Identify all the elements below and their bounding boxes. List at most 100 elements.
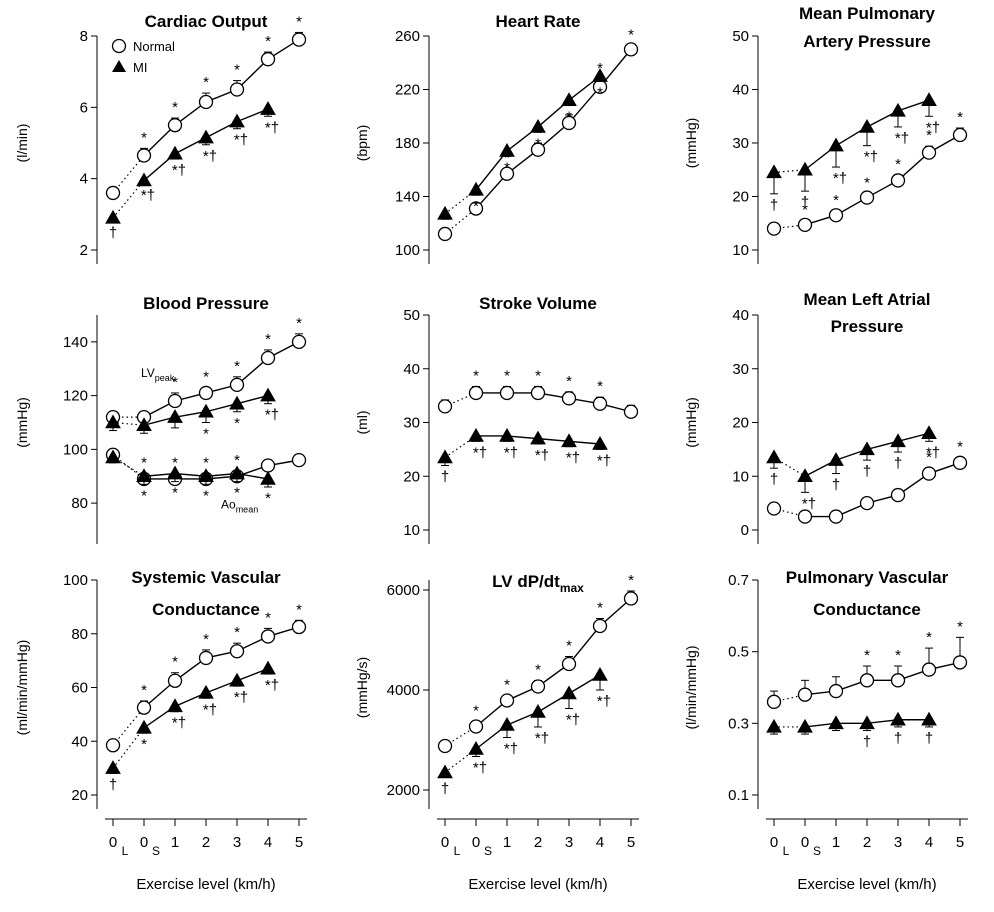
marker-normal bbox=[828, 683, 844, 699]
significance-mark: † bbox=[109, 777, 117, 794]
significance-mark: * bbox=[566, 373, 572, 390]
y-axis-label: (mmHg) bbox=[14, 397, 30, 448]
series-label-sub: peak bbox=[155, 373, 175, 383]
marker-mi bbox=[167, 145, 183, 160]
marker-normal bbox=[766, 694, 782, 709]
panel-title-line1: Mean Pulmonary bbox=[799, 4, 936, 23]
x-tick-label: 4 bbox=[925, 834, 933, 851]
marker-mi bbox=[198, 684, 214, 699]
significance-mark: *† bbox=[473, 760, 487, 777]
marker-mi bbox=[499, 427, 515, 442]
marker-mi bbox=[530, 703, 546, 718]
marker-normal bbox=[468, 201, 484, 216]
y-axis-label: (mmHg) bbox=[683, 118, 699, 169]
series-dotted-segment bbox=[112, 180, 145, 219]
x-tick-label: 1 bbox=[171, 834, 179, 851]
panel-2: Mean Pulmonary Artery Pressure 10 20 30 40 50 (… bbox=[683, 4, 968, 264]
significance-mark: * bbox=[234, 415, 240, 432]
series-normal: * * * * * * bbox=[105, 13, 307, 201]
significance-mark: † bbox=[925, 730, 933, 747]
marker-mi bbox=[530, 430, 546, 445]
marker-normal bbox=[260, 458, 276, 473]
marker-mi bbox=[890, 711, 906, 726]
y-axis-label: (l/min) bbox=[14, 124, 30, 163]
y-tick-label: 30 bbox=[732, 361, 749, 378]
marker-mi bbox=[105, 209, 121, 224]
significance-mark: *† bbox=[141, 187, 155, 204]
series-mi: † *† *† *† *† *† bbox=[437, 427, 611, 486]
marker-normal bbox=[198, 650, 214, 666]
x-tick-sublabel: L bbox=[454, 844, 461, 858]
panel-6: Systemic VascularConductance20406080100(… bbox=[14, 568, 307, 893]
significance-mark: * bbox=[141, 682, 147, 699]
y-tick-label: 2000 bbox=[387, 782, 420, 799]
marker-normal bbox=[890, 487, 906, 503]
marker-normal bbox=[623, 42, 639, 57]
series-mi: ***** bbox=[437, 68, 608, 220]
y-tick-label: 140 bbox=[63, 334, 88, 351]
x-tick-label: 3 bbox=[233, 834, 241, 851]
y-tick-label: 10 bbox=[403, 522, 420, 539]
marker-mi bbox=[592, 666, 608, 681]
marker-normal bbox=[437, 738, 453, 754]
series-mi: * * *† bbox=[105, 387, 279, 443]
legend-label-mi: MI bbox=[133, 60, 147, 75]
marker-mi bbox=[797, 468, 813, 482]
y-tick-label: 0.1 bbox=[728, 787, 749, 804]
panel-title-sub: max bbox=[560, 581, 584, 595]
panel-title-line2: Conductance bbox=[152, 600, 260, 619]
marker-normal bbox=[167, 673, 183, 688]
significance-mark: *† bbox=[203, 701, 217, 718]
series-dotted-segment bbox=[773, 456, 806, 477]
marker-mi bbox=[499, 143, 515, 157]
significance-mark: † bbox=[863, 463, 871, 480]
marker-mi bbox=[921, 92, 937, 106]
y-tick-label: 20 bbox=[732, 415, 749, 432]
marker-mi bbox=[859, 715, 875, 730]
marker-normal bbox=[530, 385, 546, 401]
significance-mark: * bbox=[535, 135, 541, 152]
series-dotted-segment bbox=[444, 725, 477, 747]
marker-mi bbox=[468, 181, 484, 196]
marker-mi bbox=[797, 161, 813, 176]
marker-mi bbox=[530, 118, 546, 133]
marker-normal bbox=[291, 334, 307, 350]
y-axis-label: (mmHg) bbox=[683, 397, 699, 448]
series-mi: † † *† *† *† *† bbox=[766, 92, 940, 214]
marker-normal bbox=[766, 221, 782, 236]
significance-mark: *† bbox=[172, 162, 186, 179]
marker-normal bbox=[291, 619, 307, 635]
marker-mi bbox=[105, 414, 121, 429]
x-tick-label: 0 bbox=[801, 834, 809, 851]
series-line bbox=[476, 392, 632, 413]
significance-mark: *† bbox=[535, 730, 549, 747]
marker-mi bbox=[859, 118, 875, 133]
marker-mi bbox=[766, 449, 782, 464]
marker-mi bbox=[766, 718, 782, 733]
x-tick-label: 5 bbox=[956, 834, 964, 851]
series-dotted-segment bbox=[112, 456, 145, 477]
marker-mi bbox=[468, 427, 484, 442]
marker-mi bbox=[561, 685, 577, 700]
marker-mi bbox=[592, 68, 608, 82]
x-tick-label: 5 bbox=[295, 834, 303, 851]
significance-mark: * bbox=[473, 703, 479, 720]
series-line bbox=[804, 134, 961, 226]
marker-normal bbox=[260, 629, 276, 644]
marker-normal bbox=[592, 396, 608, 411]
marker-normal bbox=[859, 673, 875, 688]
y-tick-label: 120 bbox=[63, 388, 88, 405]
marker-normal bbox=[952, 127, 968, 143]
y-tick-label: 10 bbox=[732, 242, 749, 259]
significance-mark: *† bbox=[802, 495, 816, 512]
x-tick-sublabel: S bbox=[813, 844, 821, 858]
x-tick-label: 0 bbox=[472, 834, 480, 851]
significance-mark: * bbox=[895, 156, 901, 173]
marker-mi bbox=[921, 711, 937, 726]
significance-mark: * bbox=[926, 629, 932, 646]
significance-mark: † bbox=[801, 194, 809, 211]
marker-mi bbox=[561, 433, 577, 448]
y-tick-label: 60 bbox=[71, 680, 88, 697]
marker-mi bbox=[167, 698, 183, 713]
